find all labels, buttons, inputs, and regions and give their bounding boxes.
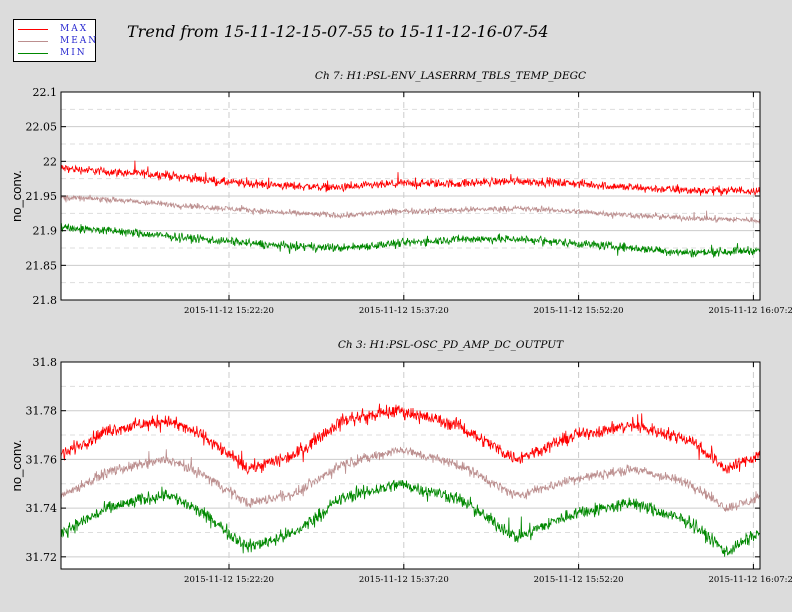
y-tick-label: 21.85 bbox=[26, 259, 58, 272]
series-line-mean bbox=[60, 446, 761, 513]
x-tick-label: 2015-11-12 15:22:20 bbox=[184, 575, 274, 585]
legend-label-mean: MEAN bbox=[60, 36, 99, 46]
y-tick-label: 22 bbox=[43, 155, 57, 168]
y-tick-label: 21.9 bbox=[33, 225, 58, 238]
legend-label-min: MIN bbox=[60, 48, 87, 58]
x-tick-label: 2015-11-12 15:37:20 bbox=[359, 306, 449, 316]
chart-title: Ch 3: H1:PSL-OSC_PD_AMP_DC_OUTPUT bbox=[338, 339, 564, 351]
y-tick-label: 21.8 bbox=[33, 294, 58, 307]
y-tick-label: 22.05 bbox=[26, 121, 58, 134]
y-tick-label: 31.74 bbox=[26, 502, 58, 515]
y-axis-label: no_conv. bbox=[9, 440, 24, 492]
legend-entry-min: MIN bbox=[18, 47, 96, 59]
x-tick-label: 2015-11-12 16:07:20 bbox=[708, 306, 792, 316]
legend-swatch-min bbox=[18, 53, 48, 54]
x-tick-label: 2015-11-12 15:37:20 bbox=[359, 575, 449, 585]
main-title: Trend from 15-11-12-15-07-55 to 15-11-12… bbox=[127, 22, 549, 41]
series-line-max bbox=[60, 403, 761, 475]
plot-frame bbox=[60, 361, 761, 570]
series-line-min bbox=[60, 222, 761, 259]
legend: MAX MEAN MIN bbox=[13, 19, 96, 62]
legend-label-max: MAX bbox=[60, 24, 89, 34]
series-line-min bbox=[60, 479, 761, 557]
y-tick-label: 31.72 bbox=[26, 551, 58, 564]
y-tick-label: 21.95 bbox=[26, 190, 58, 203]
x-tick-label: 2015-11-12 15:22:20 bbox=[184, 306, 274, 316]
legend-swatch-mean bbox=[18, 41, 48, 42]
series-line-max bbox=[60, 160, 761, 197]
x-tick-label: 2015-11-12 15:52:20 bbox=[534, 306, 624, 316]
chart-title: Ch 7: H1:PSL-ENV_LASERRM_TBLS_TEMP_DEGC bbox=[315, 70, 586, 82]
x-tick-label: 2015-11-12 16:07:20 bbox=[708, 575, 792, 585]
y-tick-label: 31.76 bbox=[26, 453, 58, 466]
y-tick-label: 31.8 bbox=[33, 356, 58, 369]
y-tick-label: 31.78 bbox=[26, 405, 58, 418]
y-axis-label: no_conv. bbox=[9, 170, 24, 222]
legend-swatch-max bbox=[18, 29, 48, 30]
legend-entry-max: MAX bbox=[18, 23, 96, 35]
chart-2: 31.72 31.74 31.76 31.78 31.8 2015-11-12 15:22… bbox=[9, 339, 792, 585]
plot-area bbox=[61, 362, 760, 569]
series-line-mean bbox=[60, 194, 761, 225]
x-tick-label: 2015-11-12 15:52:20 bbox=[534, 575, 624, 585]
y-tick-label: 22.1 bbox=[33, 86, 58, 99]
legend-entry-mean: MEAN bbox=[18, 35, 96, 47]
chart-1: 21.8 21.85 21.9 21.95 22 22.05 22.1 2015-11-12 … bbox=[9, 70, 792, 316]
